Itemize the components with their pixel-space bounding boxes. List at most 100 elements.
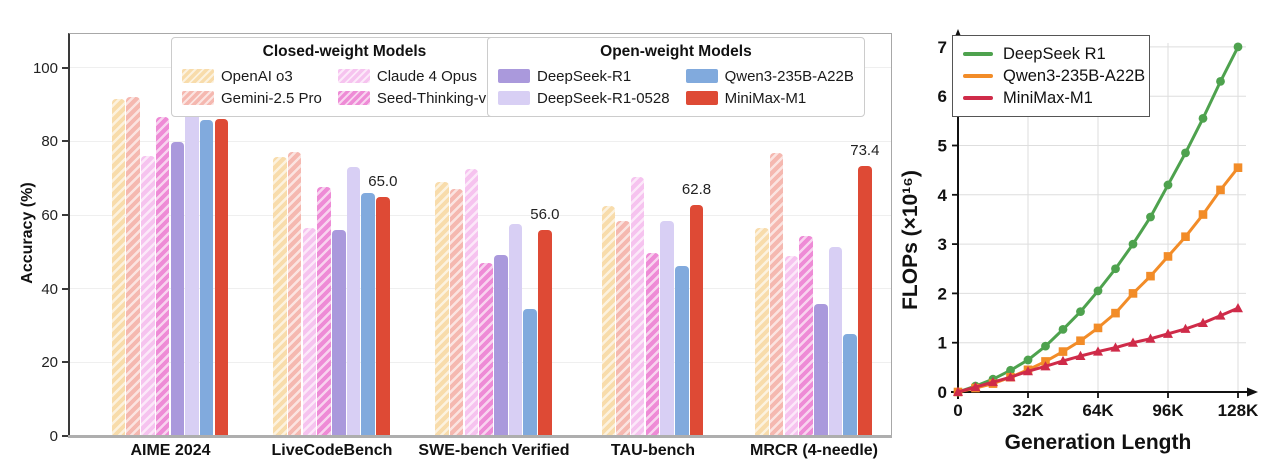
x-tick-label: SWE-bench Verified [418,442,570,459]
legend-item-label: OpenAI o3 [221,67,293,85]
legend-item: MiniMax-M1 [685,87,854,109]
y-tick-label: 2 [938,284,947,303]
marker-circle [1058,324,1068,334]
bar-qwen3-235b-a22b [843,333,857,436]
marker-square [1146,271,1155,281]
y-tick-label: 0 [49,428,58,445]
grid-line-y [70,140,891,142]
y-tick-label: 1 [938,334,947,353]
bar-minimax-m1 [376,196,390,436]
y-tick-label: 60 [41,207,58,225]
bar-claude-4-opus [630,177,645,436]
marker-square [1093,323,1103,333]
marker-triangle [970,381,981,392]
marker-triangle [1005,372,1016,382]
marker-triangle [1058,355,1068,365]
bar-openai-o3 [601,206,616,436]
x-tick-label: TAU-bench [610,442,696,459]
x-tick-label: 128K [1218,401,1259,420]
legend-item-label: Qwen3-235B-A22B [724,67,854,85]
bar-seed-thinking-v1-5 [479,262,493,436]
line-swatch [963,52,993,56]
grid-line-y [70,214,891,216]
legend-open-title: Open-weight Models [600,43,752,60]
bar-value-label: 73.4 [850,141,880,159]
y-tick-label: 20 [41,354,58,372]
bar-seed-thinking-v1-5 [799,236,813,436]
bar-claude-4-opus [784,255,799,436]
y-tick-label: 5 [938,137,947,156]
bar-chart-plot-area: Closed-weight Models OpenAI o3 Gemini-2.5… [33,33,892,459]
flops-line-chart: 0 1 2 3 4 5 6 7 0 32K 64K 96K 128K [938,29,1259,420]
bar-gemini-2-5-pro [126,97,140,436]
marker-triangle [1093,346,1103,356]
legend-closed-title: Closed-weight Models [262,43,427,60]
bar-openai-o3 [435,181,449,436]
bar-openai-o3 [111,98,126,436]
legend-item: Gemini-2.5 Pro [182,87,322,109]
bar-gemini-2-5-pro [769,153,784,436]
y-tick-mark [62,214,69,217]
line-swatch [963,96,993,100]
bar-minimax-m1 [214,119,229,436]
marker-circle [1233,42,1243,52]
hatched-swatch [182,91,214,105]
solid-swatch [685,91,718,105]
bar-seed-thinking-v1-5 [155,116,170,436]
bar-minimax-m1 [538,229,552,436]
marker-triangle [1215,310,1226,320]
bar-seed-thinking-v1-5 [645,253,660,436]
marker-triangle [1040,361,1051,371]
line-chart-x-axis-label: Generation Length [1004,431,1192,454]
x-tick-label: 96K [1152,401,1184,420]
y-tick-mark [62,287,69,290]
x-tick-label: MRCR (4-needle) [749,442,878,459]
legend-item-label: DeepSeek-R1-0528 [537,89,670,107]
bar-qwen3-235b-a22b [199,120,214,436]
marker-triangle [1233,302,1243,313]
line-legend-item: MiniMax-M1 [963,87,1141,109]
y-tick-label: 100 [32,59,58,77]
bar-qwen3-235b-a22b [523,309,537,436]
marker-square [1163,252,1173,261]
bar-gemini-2-5-pro [287,152,302,436]
legend-closed-items: OpenAI o3 Gemini-2.5 Pro Claude 4 Opus Seed… [182,65,507,109]
y-tick-mark [62,66,69,69]
marker-circle [1163,180,1173,190]
bar-deepseek-r1-0528 [185,99,199,436]
marker-square [1128,289,1138,298]
line-chart-y-axis-label: FLOPs (×10¹⁶) [899,170,922,310]
bar-deepseek-r1-0528 [346,166,361,436]
x-axis-arrow [1247,387,1258,397]
solid-swatch [498,91,530,105]
y-tick-mark [62,435,69,437]
line-legend-item: DeepSeek R1 [963,43,1141,65]
bar-openai-o3 [273,156,287,436]
bar-deepseek-r1 [814,304,828,436]
y-tick-label: 80 [41,133,58,151]
marker-circle [1093,286,1103,296]
marker-triangle [1128,337,1138,347]
marker-circle [1111,264,1120,274]
marker-square [1076,336,1085,346]
marker-circle [1198,113,1208,123]
bar-openai-o3 [755,227,769,436]
hatched-swatch [182,69,214,83]
marker-circle [1128,239,1138,249]
bar-value-label: 56.0 [530,205,560,223]
bar-claude-4-opus [464,168,479,436]
x-tick-label: 32K [1012,401,1044,420]
solid-swatch [498,69,530,83]
line-chart-legend: DeepSeek R1 Qwen3-235B-A22B MiniMax-M1 [952,35,1150,117]
legend-item: DeepSeek-R1 [498,65,670,87]
bar-deepseek-r1 [494,254,508,436]
marker-circle [1023,355,1033,365]
marker-triangle [953,386,963,396]
legend-item: Qwen3-235B-A22B [685,65,854,87]
bar-deepseek-r1-0528 [828,246,843,436]
y-tick-label: 40 [41,280,58,298]
legend-open-items: DeepSeek-R1 DeepSeek-R1-0528 Qwen3-235B-A2… [498,65,854,109]
marker-triangle [1023,366,1033,376]
marker-circle [1181,148,1190,158]
marker-circle [1216,77,1225,86]
